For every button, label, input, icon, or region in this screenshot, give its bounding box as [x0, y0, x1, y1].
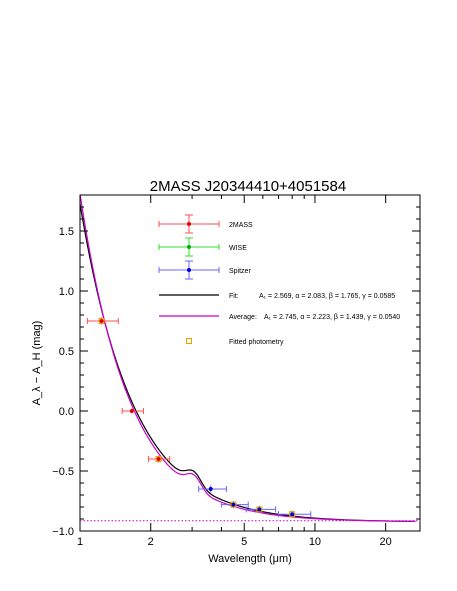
y-axis-label: A_λ − A_H (mag) — [31, 321, 43, 406]
legend-fit-params: A₁ = 2.569, α = 2.083, β = 1.765, γ = 0.… — [259, 293, 395, 300]
data-points — [86, 317, 312, 518]
fitted-photometry-point-4 — [289, 511, 296, 518]
legend-spitzer-marker — [187, 268, 191, 272]
fitted-photometry-point-0 — [98, 318, 105, 324]
spitzer-point-0 — [208, 487, 213, 491]
2mass-point-1 — [129, 409, 134, 413]
fitted-photometry-point-1 — [155, 456, 162, 462]
y-tick-label: 1.5 — [59, 226, 74, 238]
x-tick-label: 20 — [380, 536, 392, 548]
plot-frame — [79, 194, 421, 532]
legend--mass-label: 2MASS — [229, 222, 253, 229]
legend--mass-marker — [187, 222, 191, 226]
spitzer-point-3 — [290, 512, 295, 517]
legend-spitzer-label: Spitzer — [229, 268, 251, 275]
legend-fit-label: Fit: — [229, 293, 239, 300]
spitzer-point-2 — [257, 507, 262, 512]
curve-average — [80, 195, 416, 522]
legend: 2MASS WISE Spitzer Fit: A₁ = 2.569, α = 2.08… — [158, 214, 400, 346]
x-tick-label: 10 — [309, 536, 321, 548]
legend-wise-marker — [187, 245, 191, 249]
legend-average-params: A₁ = 2.745, α = 2.223, β = 1.439, γ = 0.… — [264, 314, 400, 321]
spitzer-point-1 — [231, 502, 236, 507]
legend-wise-label: WISE — [229, 245, 247, 252]
legend-fitted-photometry-label: Fitted photometry — [229, 339, 284, 346]
y-axis-ticks: 1.5 1.0 0.5 0.0 −0.5 −1.0 — [52, 206, 420, 538]
legend-average-label: Average: — [229, 314, 257, 321]
2mass-point-0 — [99, 319, 104, 323]
chart-title: 2MASS J20344410+4051584 — [150, 178, 346, 195]
model-curves — [80, 195, 416, 523]
y-tick-label: 0.0 — [59, 406, 74, 418]
2mass-point-2 — [156, 457, 161, 461]
fitted-photometry-point-2 — [230, 501, 237, 508]
x-tick-label: 5 — [241, 536, 247, 548]
x-axis-ticks: 1 2 5 10 20 — [77, 195, 392, 548]
y-tick-label: −1.0 — [52, 526, 74, 538]
legend-fitted-photometry-swatch — [186, 338, 192, 344]
fitted-photometry-point-3 — [256, 506, 263, 513]
x-tick-label: 1 — [77, 536, 83, 548]
x-axis-label: Wavelength (μm) — [208, 553, 292, 565]
y-tick-label: 0.5 — [59, 346, 74, 358]
x-tick-label: 2 — [148, 536, 154, 548]
y-tick-label: −0.5 — [52, 466, 74, 478]
y-tick-label: 1.0 — [59, 286, 74, 298]
